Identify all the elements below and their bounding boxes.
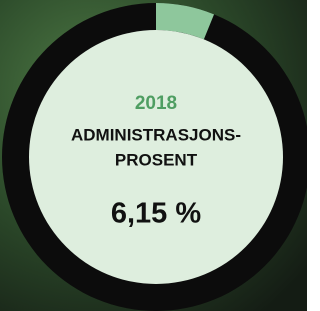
year-label: 2018	[135, 93, 177, 114]
value-label: 6,15 %	[111, 198, 201, 230]
title-line: ADMINISTRASJONS-	[71, 125, 241, 144]
title-line: PROSENT	[115, 150, 198, 169]
chart: 2018 ADMINISTRASJONS- PROSENT 6,15 %	[0, 0, 307, 311]
page: 2018 ADMINISTRASJONS- PROSENT 6,15 % (()…	[0, 0, 307, 311]
